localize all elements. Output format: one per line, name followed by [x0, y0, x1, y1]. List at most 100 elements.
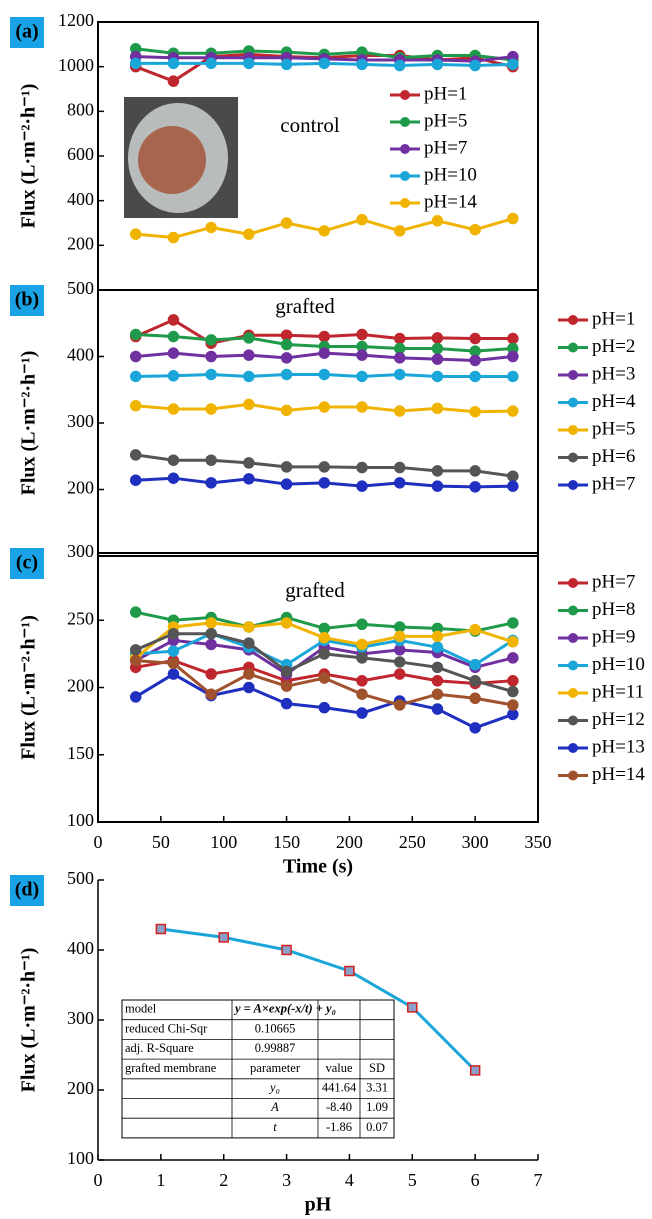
marker	[393, 405, 406, 417]
marker	[318, 461, 331, 473]
marker	[393, 668, 406, 680]
marker	[356, 638, 368, 651]
marker	[318, 672, 331, 684]
marker	[393, 332, 406, 345]
marker	[243, 370, 255, 383]
table-cell: A	[270, 1100, 279, 1114]
marker	[243, 621, 255, 633]
marker	[167, 668, 180, 680]
y-tick-label: 500	[67, 278, 94, 298]
y-tick-label: 200	[67, 676, 94, 696]
x-axis-title: pH	[305, 1194, 332, 1216]
y-tick-label: 1200	[58, 10, 94, 30]
marker	[167, 314, 180, 326]
marker	[431, 675, 444, 687]
marker	[167, 75, 180, 87]
panel-label-bg	[10, 285, 44, 316]
panel-label-bg	[10, 548, 44, 579]
marker	[393, 342, 406, 355]
marker	[280, 338, 293, 351]
marker	[243, 668, 255, 680]
annotation: control	[280, 113, 340, 137]
marker	[469, 722, 481, 734]
marker	[129, 228, 142, 240]
marker	[356, 652, 368, 664]
marker	[318, 631, 331, 644]
table-cell: -8.40	[326, 1100, 352, 1114]
marker	[507, 370, 519, 383]
marker	[356, 370, 368, 383]
legend-marker	[568, 452, 578, 463]
legend-label: pH=1	[592, 308, 635, 329]
table-cell: adj. R-Square	[125, 1041, 194, 1055]
marker	[167, 370, 180, 382]
marker	[129, 474, 142, 486]
legend-marker	[568, 425, 578, 435]
marker	[469, 405, 481, 418]
marker	[129, 606, 142, 618]
panel-label-bg	[10, 17, 44, 48]
table-cell: 3.31	[366, 1081, 388, 1095]
marker	[129, 370, 142, 383]
marker	[469, 354, 481, 367]
marker	[167, 57, 180, 70]
marker	[167, 231, 180, 244]
marker	[129, 328, 142, 341]
y-tick-label: 200	[67, 478, 94, 498]
table-cell: t	[273, 1120, 277, 1134]
x-tick-label: 0	[94, 832, 103, 852]
marker	[469, 332, 481, 345]
legend-label: pH=7	[424, 137, 467, 158]
marker	[431, 58, 444, 71]
marker	[205, 221, 217, 234]
x-tick-label: 50	[152, 832, 170, 852]
legend-marker	[568, 743, 578, 753]
marker	[469, 370, 481, 383]
marker	[507, 699, 519, 711]
table-cell: value	[325, 1061, 353, 1075]
marker	[129, 399, 142, 412]
marker	[318, 622, 331, 635]
marker	[393, 656, 406, 668]
x-tick-label: 200	[336, 832, 363, 852]
marker	[205, 477, 217, 489]
panel-label: (b)	[15, 289, 39, 311]
y-tick-label: 100	[67, 810, 94, 830]
legend-label: pH=11	[592, 681, 644, 702]
marker	[469, 692, 481, 705]
x-tick-label: 350	[525, 832, 552, 852]
marker	[243, 681, 255, 694]
legend-label: pH=8	[592, 599, 635, 620]
marker	[393, 621, 406, 633]
marker	[431, 630, 444, 643]
legend-label: pH=7	[592, 473, 635, 494]
table-cell: -1.86	[326, 1120, 352, 1134]
marker	[205, 627, 217, 640]
marker	[167, 454, 180, 466]
legend-label: pH=5	[424, 110, 467, 131]
marker	[129, 449, 142, 461]
y-tick-label: 300	[67, 411, 94, 431]
marker	[243, 228, 255, 240]
marker	[280, 478, 293, 490]
marker	[431, 688, 444, 700]
marker	[469, 59, 481, 72]
x-tick-label: 1	[156, 1170, 165, 1190]
marker	[431, 402, 444, 415]
y-tick-label: 100	[67, 1148, 94, 1168]
marker	[280, 217, 293, 229]
marker	[507, 636, 519, 648]
marker	[431, 353, 444, 365]
marker	[129, 57, 142, 70]
marker	[129, 350, 142, 363]
marker	[205, 403, 217, 415]
marker	[507, 405, 519, 417]
legend-marker	[568, 480, 578, 490]
marker	[281, 944, 292, 956]
legend-label: pH=4	[592, 391, 636, 412]
legend-marker	[568, 770, 578, 781]
panel-label: (d)	[15, 879, 39, 901]
marker	[356, 461, 368, 474]
legend-label: pH=14	[592, 764, 645, 785]
